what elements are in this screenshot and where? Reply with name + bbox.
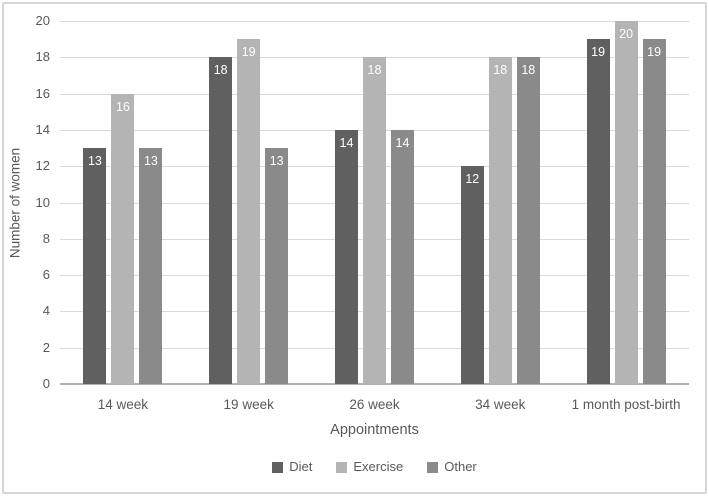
bar-exercise-26-week [363, 57, 386, 384]
bar-other-1-month-post-birth [642, 39, 666, 384]
bar-value-label: 20 [619, 27, 634, 41]
bar-value-label: 13 [87, 154, 102, 169]
bar-other-14-week [139, 148, 163, 384]
y-tick-label-12: 12 [35, 158, 50, 174]
x-tick-label-14-week: 14 week [97, 397, 149, 412]
bar-other-26-week [391, 129, 414, 384]
bar-value-label: 13 [143, 154, 158, 169]
bar-diet-34-week [460, 166, 484, 384]
bar-value-label: 14 [339, 135, 354, 150]
legend: Diet Exercise Other [60, 460, 689, 474]
bar-value-label: 18 [493, 63, 508, 78]
legend-item-other: Other [427, 460, 477, 474]
legend-swatch-other-icon [427, 461, 439, 473]
bar-value-label: 19 [647, 45, 662, 60]
bar-exercise-14-week [111, 93, 135, 384]
y-tick-label-18: 18 [35, 49, 50, 65]
legend-label-exercise: Exercise [353, 459, 404, 474]
y-axis-title: Number of women [7, 147, 23, 258]
bar-other-34-week [516, 57, 540, 384]
bar-diet-1-month-post-birth [586, 39, 610, 384]
legend-item-diet: Diet [272, 460, 312, 474]
x-tick-label-26-week: 26 week [349, 397, 400, 412]
bar-other-19-week [265, 148, 289, 384]
bar-value-label: 18 [367, 63, 382, 78]
x-tick-label-1-month-post-birth: 1 month post-birth [571, 397, 681, 412]
legend-swatch-diet-icon [272, 461, 284, 473]
bar-exercise-34-week [488, 57, 512, 384]
legend-label-diet: Diet [289, 459, 313, 474]
bar-exercise-19-week [237, 39, 261, 384]
bar-value-label: 13 [269, 154, 284, 169]
x-tick-label-34-week: 34 week [475, 397, 526, 412]
x-tick-label-19-week: 19 week [223, 397, 274, 412]
y-tick-label-2: 2 [42, 339, 50, 355]
bar-value-label: 19 [241, 45, 256, 60]
gridline-20 [60, 21, 689, 22]
bar-diet-14-week [83, 148, 107, 384]
y-tick-label-10: 10 [35, 194, 50, 210]
legend-label-other: Other [444, 459, 477, 474]
y-tick-label-4: 4 [42, 303, 50, 319]
bar-value-label: 16 [115, 99, 130, 114]
bar-value-label: 18 [213, 63, 228, 78]
legend-swatch-exercise-icon [336, 461, 348, 473]
y-tick-label-6: 6 [42, 267, 50, 283]
bar-value-label: 14 [395, 135, 410, 150]
bar-exercise-1-month-post-birth [614, 21, 638, 384]
y-tick-label-0: 0 [42, 376, 50, 391]
y-tick-label-16: 16 [35, 85, 50, 101]
x-axis-title: Appointments [330, 422, 419, 438]
x-axis-line [60, 383, 689, 385]
bar-diet-26-week [335, 129, 358, 384]
bar-value-label: 12 [465, 172, 480, 187]
bar-value-label: 18 [521, 63, 536, 78]
y-tick-label-20: 20 [35, 13, 50, 28]
y-tick-label-14: 14 [35, 121, 50, 137]
y-tick-label-8: 8 [42, 230, 50, 246]
bar-diet-19-week [209, 57, 233, 384]
legend-item-exercise: Exercise [336, 460, 403, 474]
bar-value-label: 19 [591, 45, 606, 60]
